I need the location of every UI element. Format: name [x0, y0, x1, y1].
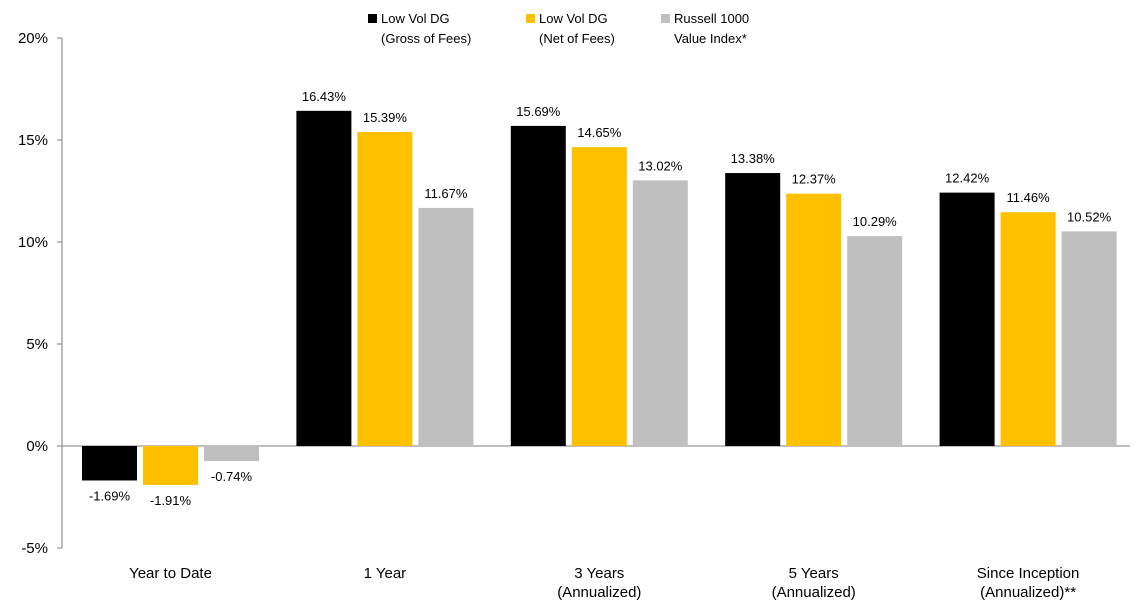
- data-label: 13.38%: [731, 151, 776, 166]
- x-category-label: Year to Date: [129, 565, 212, 582]
- data-label: 10.52%: [1067, 209, 1112, 224]
- bar: [82, 446, 137, 481]
- legend-label: Russell 1000: [674, 11, 749, 26]
- data-label: 11.46%: [1007, 190, 1051, 205]
- x-category-label: 1 Year: [364, 565, 407, 582]
- chart-legend: Low Vol DG (Gross of Fees) Low Vol DG (Net …: [368, 11, 749, 46]
- bar: [571, 147, 627, 446]
- legend-label: Value Index*: [674, 31, 747, 46]
- legend-swatch: [368, 14, 377, 23]
- data-label: 12.37%: [792, 172, 837, 187]
- legend-label: Low Vol DG: [539, 11, 608, 26]
- chart-bars: [82, 110, 1117, 485]
- bar: [939, 192, 995, 446]
- x-category-label: Since Inception: [977, 565, 1080, 582]
- data-label: 12.42%: [945, 171, 990, 186]
- data-label: -1.91%: [150, 493, 192, 508]
- x-category-label: 3 Years: [574, 565, 624, 582]
- y-tick-label: 10%: [18, 234, 48, 251]
- bar: [1061, 231, 1117, 446]
- bar: [418, 207, 474, 446]
- data-label: 15.69%: [516, 104, 561, 119]
- bar: [143, 446, 198, 485]
- data-label: 16.43%: [302, 89, 347, 104]
- y-tick-label: 0%: [26, 438, 48, 455]
- bar: [847, 236, 903, 446]
- data-label: 13.02%: [638, 158, 683, 173]
- bar: [632, 180, 688, 446]
- x-category-label: 5 Years: [789, 565, 839, 582]
- legend-label: (Net of Fees): [539, 31, 615, 46]
- x-category-label: (Annualized): [557, 584, 641, 601]
- y-tick-label: -5%: [21, 540, 48, 557]
- chart-category-labels: Year to Date 1 Year 3 Years (Annualized) 5 Y…: [129, 565, 1079, 601]
- chart-data-labels: -1.69% -1.91% -0.74% 16.43% 15.39% 11.67% 15.6…: [89, 89, 1112, 508]
- y-tick-label: 20%: [18, 30, 48, 47]
- bar: [204, 446, 259, 462]
- data-label: 15.39%: [363, 110, 408, 125]
- x-category-label: (Annualized): [772, 584, 856, 601]
- legend-swatch: [526, 14, 535, 23]
- bar: [786, 193, 842, 446]
- legend-swatch: [661, 14, 670, 23]
- bar: [510, 125, 566, 446]
- legend-label: Low Vol DG: [381, 11, 450, 26]
- data-label: -0.74%: [211, 469, 253, 484]
- data-label: 10.29%: [853, 214, 898, 229]
- x-category-label: (Annualized)**: [980, 584, 1076, 601]
- data-label: 14.65%: [577, 125, 622, 140]
- bar: [296, 110, 352, 446]
- data-label: 11.67%: [424, 186, 468, 201]
- bar: [1000, 212, 1056, 446]
- bar: [725, 173, 781, 446]
- y-tick-label: 5%: [26, 336, 48, 353]
- y-tick-label: 15%: [18, 132, 48, 149]
- legend-label: (Gross of Fees): [381, 31, 471, 46]
- bar: [357, 132, 413, 446]
- data-label: -1.69%: [89, 488, 131, 503]
